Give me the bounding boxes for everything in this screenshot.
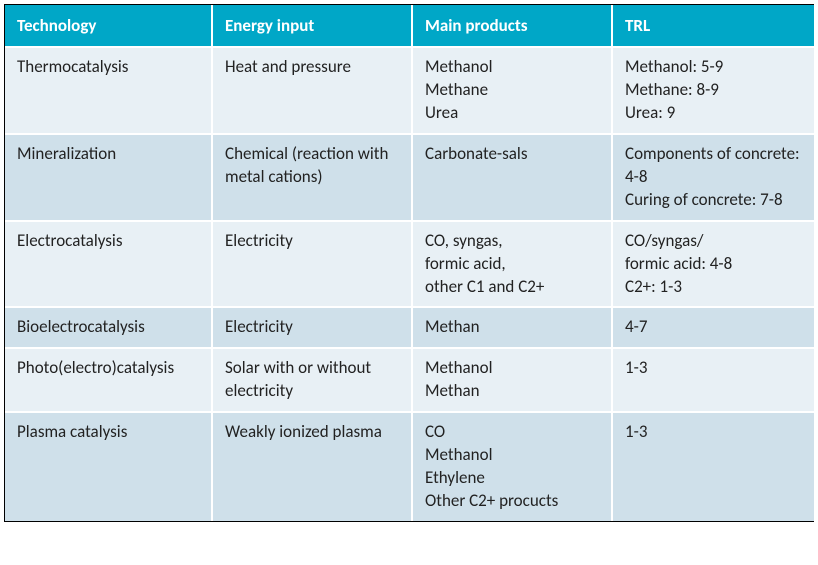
cell-trl: CO/syngas/ formic acid: 4-8 C2+: 1-3	[612, 221, 814, 308]
cell-technology: Electrocatalysis	[5, 221, 212, 308]
table-row: Electrocatalysis Electricity CO, syngas,…	[5, 221, 814, 308]
cell-energy-input: Solar with or without electricity	[212, 348, 412, 412]
cell-energy-input: Chemical (reaction with metal cations)	[212, 134, 412, 221]
cell-energy-input: Heat and pressure	[212, 47, 412, 134]
table-header-row: Technology Energy input Main products TR…	[5, 5, 814, 47]
cell-main-products: CO, syngas, formic acid, other C1 and C2…	[412, 221, 612, 308]
cell-energy-input: Weakly ionized plasma	[212, 412, 412, 521]
table-row: Plasma catalysis Weakly ionized plasma C…	[5, 412, 814, 521]
table-row: Thermocatalysis Heat and pressure Methan…	[5, 47, 814, 134]
col-header-energy-input: Energy input	[212, 5, 412, 47]
col-header-main-products: Main products	[412, 5, 612, 47]
cell-technology: Mineralization	[5, 134, 212, 221]
cell-technology: Plasma catalysis	[5, 412, 212, 521]
cell-main-products: Methanol Methan	[412, 348, 612, 412]
cell-trl: Components of concrete: 4-8 Curing of co…	[612, 134, 814, 221]
cell-main-products: CO Methanol Ethylene Other C2+ procucts	[412, 412, 612, 521]
cell-trl: 1-3	[612, 348, 814, 412]
cell-technology: Bioelectrocatalysis	[5, 307, 212, 348]
cell-energy-input: Electricity	[212, 221, 412, 308]
cell-trl: 4-7	[612, 307, 814, 348]
cell-trl: Methanol: 5-9 Methane: 8-9 Urea: 9	[612, 47, 814, 134]
technology-table-container: Technology Energy input Main products TR…	[4, 4, 814, 522]
table-row: Mineralization Chemical (reaction with m…	[5, 134, 814, 221]
col-header-technology: Technology	[5, 5, 212, 47]
cell-technology: Thermocatalysis	[5, 47, 212, 134]
cell-technology: Photo(electro)catalysis	[5, 348, 212, 412]
table-row: Photo(electro)catalysis Solar with or wi…	[5, 348, 814, 412]
cell-main-products: Methanol Methane Urea	[412, 47, 612, 134]
table-row: Bioelectrocatalysis Electricity Methan 4…	[5, 307, 814, 348]
col-header-trl: TRL	[612, 5, 814, 47]
cell-main-products: Methan	[412, 307, 612, 348]
cell-energy-input: Electricity	[212, 307, 412, 348]
cell-trl: 1-3	[612, 412, 814, 521]
technology-table: Technology Energy input Main products TR…	[5, 5, 814, 521]
cell-main-products: Carbonate-sals	[412, 134, 612, 221]
